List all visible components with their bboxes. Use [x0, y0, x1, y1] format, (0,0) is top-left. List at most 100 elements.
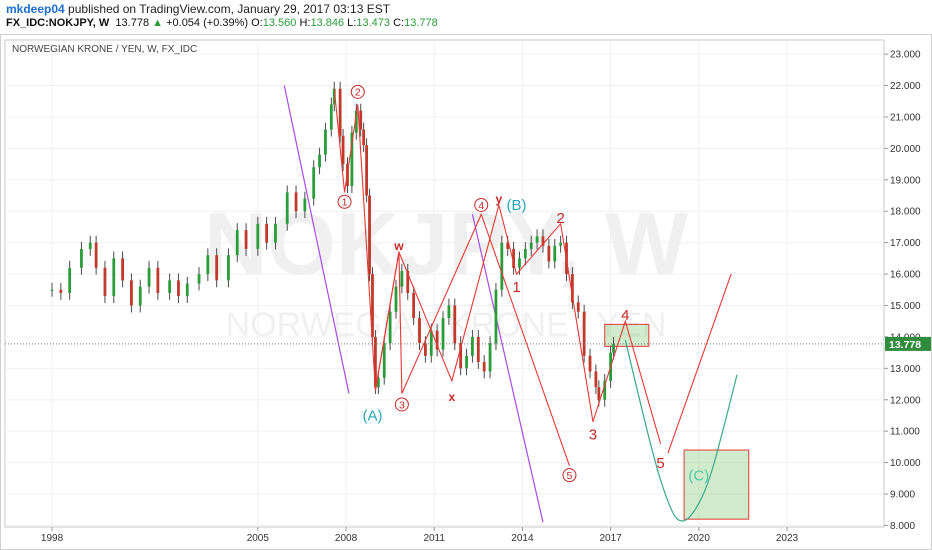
price-candle-body — [147, 267, 151, 287]
y-tick-label: 15.000 — [890, 301, 921, 312]
wave-label: 5 — [656, 455, 664, 472]
y-tick-label: 9.000 — [890, 490, 915, 501]
x-tick-label: 1998 — [41, 533, 64, 544]
price-candle-body — [244, 230, 248, 249]
price-candle-body — [168, 280, 172, 293]
chart-title: NORWEGIAN KRONE / YEN, W, FX_IDC — [12, 44, 197, 55]
y-tick-label: 20.000 — [890, 144, 921, 155]
channel-lines — [283, 85, 544, 523]
y-tick-label: 19.000 — [890, 175, 921, 186]
price-candle-body — [529, 242, 533, 249]
price-candle-body — [512, 248, 515, 268]
target-zone — [683, 449, 750, 520]
x-tick-label: 2011 — [423, 533, 445, 544]
price-candle-body — [471, 336, 474, 356]
price-candle-body — [350, 132, 354, 187]
wave-label: 1 — [512, 279, 520, 296]
price-candle-body — [374, 336, 377, 388]
wave-label-circled: 4 — [478, 200, 484, 212]
price-candle-body — [382, 343, 386, 378]
y-tick-label: 12.000 — [890, 395, 921, 406]
y-tick-label: 22.000 — [890, 81, 921, 92]
x-tick-label: 2014 — [511, 533, 534, 544]
price-candle-body — [265, 223, 269, 243]
price-candle-body — [388, 311, 392, 344]
price-candle-body — [453, 305, 457, 344]
price-candle-body — [50, 289, 54, 291]
price-candle-body — [582, 311, 586, 356]
price-candle-body — [570, 274, 574, 303]
chart-header: mkdeep04 published on TradingView.com, J… — [0, 0, 932, 34]
price-candle-body — [576, 302, 580, 312]
wave-label: 3 — [589, 427, 597, 444]
wave-intermediate — [374, 204, 500, 391]
price-candle-body — [535, 236, 539, 243]
last-price: 13.778 — [115, 17, 150, 29]
price-candle-body — [138, 286, 142, 306]
price-candle-body — [412, 292, 416, 319]
wave-labels: 1 2 3 4 5 (A) (B) (C) w x y 1 2 3 4 5 — [337, 84, 709, 484]
price-candle-body — [553, 245, 557, 262]
wave-circle-marker — [337, 194, 352, 209]
price-candle-body — [594, 371, 598, 388]
wave-circle-marker — [562, 468, 577, 483]
y-tick-label: 13.000 — [890, 364, 921, 375]
price-candle-body — [523, 248, 527, 259]
wave-label-circled: 1 — [342, 197, 348, 209]
price-candle-body — [541, 236, 545, 246]
wave-label-circled: 3 — [399, 399, 405, 411]
price-candle-body — [354, 110, 358, 133]
y-tick-label: 23.000 — [890, 50, 921, 61]
price-candle-body — [318, 154, 321, 168]
price-candle-body — [332, 88, 336, 105]
x-tick-label: 2008 — [335, 533, 358, 544]
wave-label: 4 — [621, 307, 629, 324]
price-candle-body — [465, 355, 468, 369]
x-axis[interactable]: 1998 2005 2008 2011 2014 2017 2020 2023 — [41, 527, 799, 544]
wave-circle-marker — [394, 397, 409, 412]
high-label: H: — [299, 17, 311, 29]
wave-circle-marker — [474, 197, 489, 212]
symbol-line: FX_IDC:NOKJPY, W 13.778 ▲ +0.054 (+0.39%… — [6, 17, 438, 29]
price-candle-body — [206, 255, 210, 275]
price-candle-body — [235, 230, 239, 256]
price-candle-body — [588, 355, 592, 372]
price-change: +0.054 (+0.39%) — [166, 17, 249, 29]
price-series — [5, 81, 884, 407]
price-candle-body — [406, 270, 410, 293]
price-candle-body — [197, 274, 201, 284]
price-candle-body — [494, 289, 498, 344]
wave-label-degree: (A) — [362, 408, 382, 425]
published-text: published on TradingView.com, January 29… — [68, 2, 391, 16]
wave-label-circled: 2 — [355, 87, 361, 99]
price-candle-body — [312, 167, 316, 199]
price-candle-body — [112, 258, 116, 297]
price-candle-body — [371, 274, 374, 337]
price-candle-body — [121, 258, 124, 281]
y-tick-label: 21.000 — [890, 112, 921, 123]
price-chart[interactable]: NOKJPY, W NORWEGIAN KRONE / YEN 1 2 3 4 5 (A)… — [0, 34, 932, 550]
price-candle-body — [227, 255, 230, 281]
price-candle-body — [329, 104, 333, 130]
price-candle-body — [476, 336, 480, 363]
grid — [5, 40, 884, 527]
price-candle-body — [482, 362, 486, 372]
price-candle-body — [441, 318, 445, 350]
y-tick-label: 16.000 — [890, 270, 921, 281]
price-candle-body — [365, 145, 368, 196]
price-candle-body — [435, 330, 439, 350]
price-candle-body — [185, 283, 189, 297]
price-candle-body — [376, 377, 380, 388]
price-candle-body — [603, 380, 607, 400]
symbol-name: FX_IDC:NOKJPY, W — [6, 17, 110, 29]
open-value: 13.560 — [262, 17, 297, 29]
price-candle-body — [303, 198, 307, 212]
up-arrow-icon: ▲ — [152, 17, 164, 29]
last-price-label: 13.778 — [889, 339, 921, 351]
price-candle-body — [559, 242, 563, 246]
price-candle-body — [368, 195, 371, 275]
channel-line — [471, 214, 544, 523]
author-link[interactable]: mkdeep04 — [6, 2, 65, 16]
y-axis[interactable]: 8.0009.00010.00011.00012.00013.00014.000… — [884, 50, 931, 532]
price-candle-body — [418, 318, 421, 344]
